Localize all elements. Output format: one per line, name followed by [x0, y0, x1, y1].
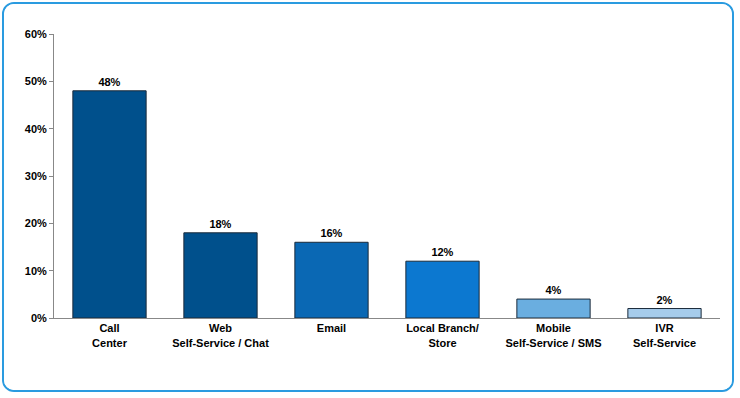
svg-text:20%: 20%: [25, 217, 47, 229]
svg-text:Email: Email: [317, 322, 346, 334]
svg-text:12%: 12%: [431, 246, 453, 258]
svg-text:WebSelf-Service / Chat: WebSelf-Service / Chat: [172, 322, 269, 348]
svg-text:48%: 48%: [98, 76, 120, 88]
svg-text:40%: 40%: [25, 123, 47, 135]
svg-text:60%: 60%: [25, 28, 47, 40]
svg-text:50%: 50%: [25, 75, 47, 87]
svg-text:2%: 2%: [656, 294, 672, 306]
svg-text:IVRSelf-Service: IVRSelf-Service: [633, 322, 696, 348]
svg-text:10%: 10%: [25, 265, 47, 277]
svg-text:Local Branch/Store: Local Branch/Store: [406, 322, 479, 348]
svg-text:MobileSelf-Service / SMS: MobileSelf-Service / SMS: [506, 322, 602, 348]
svg-text:CallCenter: CallCenter: [92, 322, 128, 348]
svg-text:0%: 0%: [31, 312, 47, 324]
svg-text:18%: 18%: [209, 218, 231, 230]
svg-text:30%: 30%: [25, 170, 47, 182]
svg-text:16%: 16%: [320, 227, 342, 239]
svg-text:4%: 4%: [545, 284, 561, 296]
